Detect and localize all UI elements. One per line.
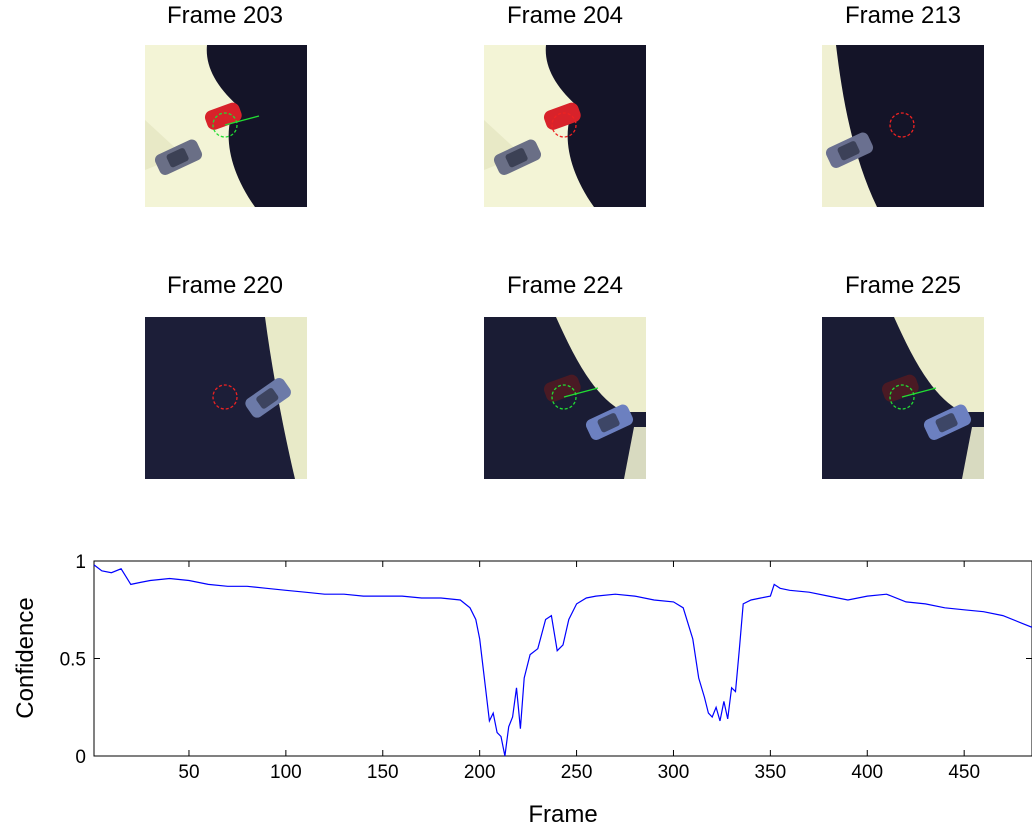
shadow-region xyxy=(206,45,307,207)
frame-image-5 xyxy=(484,317,646,479)
parked-car-roof xyxy=(256,388,279,409)
frame-image-3 xyxy=(822,45,984,207)
tracking-marker-circle xyxy=(551,384,577,410)
frame-image-6 xyxy=(822,317,984,479)
tracking-marker-circle xyxy=(889,384,915,410)
y-axis-label: Confidence xyxy=(12,597,39,718)
tracking-marker-circle xyxy=(551,112,577,138)
heading-line xyxy=(224,115,260,126)
tracking-marker-circle xyxy=(212,112,238,138)
y-tick-label: 0.5 xyxy=(60,650,86,671)
frame-title-3: Frame 213 xyxy=(844,2,962,29)
parked-car xyxy=(245,377,291,418)
parked-car xyxy=(825,132,874,168)
frame-title-4: Frame 220 xyxy=(166,272,284,299)
parked-car xyxy=(154,139,203,175)
parked-car xyxy=(923,404,972,440)
tracked-car xyxy=(543,102,581,130)
frame-title-6: Frame 225 xyxy=(844,272,962,299)
confidence-chart: 50 100 150 200 250 300 350 400 450 0 0.5 1 Frame Co… xyxy=(0,540,1032,830)
tracking-marker-circle xyxy=(889,112,915,138)
shadow-region xyxy=(545,45,646,207)
ground-lit xyxy=(894,317,984,412)
parked-car-roof xyxy=(166,148,189,168)
y-tick-label: 1 xyxy=(75,552,86,573)
parked-car-roof xyxy=(597,413,620,433)
x-tick-label: 450 xyxy=(948,762,980,783)
parked-car-roof xyxy=(505,148,528,168)
heading-line xyxy=(563,387,599,398)
frame-title-5: Frame 224 xyxy=(506,272,624,299)
heading-line xyxy=(901,387,937,398)
tracking-marker-circle xyxy=(212,384,238,410)
parked-car-roof xyxy=(935,413,958,433)
x-tick-label: 350 xyxy=(755,762,787,783)
parked-car xyxy=(585,404,634,440)
ground-patch xyxy=(624,427,646,479)
ground-lit xyxy=(556,317,646,412)
x-tick-label: 300 xyxy=(658,762,690,783)
x-tick-label: 100 xyxy=(270,762,302,783)
frame-image-2 xyxy=(484,45,646,207)
x-tick-label: 150 xyxy=(367,762,399,783)
x-tick-label: 400 xyxy=(851,762,883,783)
confidence-line xyxy=(93,564,1032,757)
y-tick-label: 0 xyxy=(75,747,86,768)
x-tick-label: 250 xyxy=(561,762,593,783)
frame-image-4 xyxy=(145,317,307,479)
frame-image-1 xyxy=(145,45,307,207)
frame-title-1: Frame 203 xyxy=(166,2,284,29)
parked-car-roof xyxy=(837,141,860,161)
x-tick-label: 50 xyxy=(178,762,199,783)
x-axis-label: Frame xyxy=(528,801,597,828)
frame-title-2: Frame 204 xyxy=(506,2,624,29)
parked-car xyxy=(493,139,542,175)
ground-patch xyxy=(962,427,984,479)
plot-area xyxy=(93,560,1032,757)
x-tick-label: 200 xyxy=(464,762,496,783)
tracked-car-body xyxy=(543,102,581,130)
